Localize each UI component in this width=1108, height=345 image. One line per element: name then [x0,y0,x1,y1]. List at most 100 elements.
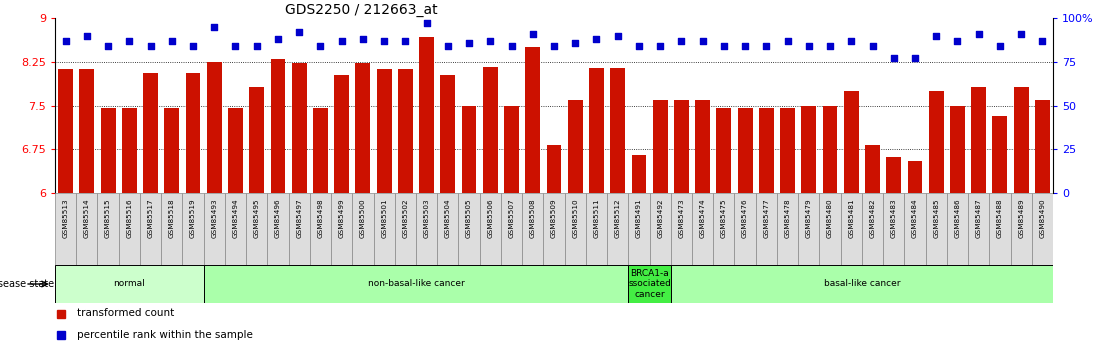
Point [758,43,776,49]
Text: GSM85476: GSM85476 [742,199,748,238]
Point [418,20,435,26]
Bar [972,87,986,193]
Bar [801,106,817,193]
Bar [968,193,989,265]
Text: GSM85488: GSM85488 [997,199,1003,238]
Bar [440,75,455,193]
Point [503,43,521,49]
Text: GSM85481: GSM85481 [849,199,854,238]
Text: BRCA1-a
ssociated
cancer: BRCA1-a ssociated cancer [628,269,671,299]
Text: GSM85506: GSM85506 [488,199,493,238]
Bar [483,67,497,193]
Bar [419,37,434,193]
Text: GSM85519: GSM85519 [189,199,196,238]
Point [991,43,1008,49]
Point [800,43,818,49]
Text: GSM85495: GSM85495 [254,199,259,238]
Bar [119,193,140,265]
Bar [459,193,480,265]
Bar [865,145,880,193]
Point [906,56,924,61]
Point [397,38,414,43]
Text: GSM85496: GSM85496 [275,199,281,238]
Text: GSM85511: GSM85511 [594,199,599,238]
Bar [756,193,777,265]
Bar [1035,100,1049,193]
Bar [628,265,670,303]
Text: transformed count: transformed count [78,308,174,318]
Bar [989,193,1010,265]
Point [885,56,903,61]
Text: GSM85480: GSM85480 [827,199,833,238]
Bar [525,47,541,193]
Text: GSM85513: GSM85513 [63,199,69,238]
Bar [291,63,307,193]
Bar [567,100,583,193]
Text: GSM85473: GSM85473 [678,199,685,238]
Text: GSM85504: GSM85504 [444,199,451,238]
Text: disease state: disease state [0,279,53,289]
Text: GSM85517: GSM85517 [147,199,154,238]
Bar [695,100,710,193]
Bar [993,116,1007,193]
Text: non-basal-like cancer: non-basal-like cancer [368,279,464,288]
Bar [288,193,310,265]
Text: GSM85498: GSM85498 [317,199,324,238]
Bar [780,108,796,193]
Point [1034,38,1051,43]
Bar [122,108,136,193]
Text: GSM85478: GSM85478 [784,199,791,238]
Point [57,38,74,43]
Bar [628,193,649,265]
Point [439,43,456,49]
Bar [522,193,543,265]
Bar [501,193,522,265]
Text: GSM85491: GSM85491 [636,199,642,238]
Bar [632,155,646,193]
Bar [735,193,756,265]
Bar [929,91,944,193]
Point [269,36,287,42]
Text: GSM85509: GSM85509 [551,199,557,238]
Bar [1014,87,1028,193]
Text: GSM85492: GSM85492 [657,199,664,238]
Bar [312,108,328,193]
Point [142,43,160,49]
Text: normal: normal [113,279,145,288]
Text: GSM85514: GSM85514 [84,199,90,238]
Bar [947,193,968,265]
Point [482,38,500,43]
Bar [161,193,183,265]
Bar [543,193,565,265]
Bar [249,87,264,193]
Bar [335,75,349,193]
Bar [907,161,923,193]
Bar [462,106,476,193]
Point [184,43,202,49]
Bar [841,193,862,265]
Text: basal-like cancer: basal-like cancer [823,279,900,288]
Bar [565,193,586,265]
Bar [883,193,904,265]
Point [673,38,690,43]
Bar [416,193,438,265]
Text: GSM85485: GSM85485 [933,199,940,238]
Bar [164,108,179,193]
Bar [1032,193,1053,265]
Bar [589,68,604,193]
Point [311,43,329,49]
Bar [862,193,883,265]
Bar [55,265,204,303]
Bar [798,193,820,265]
Text: GSM85490: GSM85490 [1039,199,1045,238]
Text: GSM85475: GSM85475 [721,199,727,238]
Point [587,36,605,42]
Bar [80,69,94,193]
Text: GSM85503: GSM85503 [423,199,430,238]
Text: GSM85508: GSM85508 [530,199,536,238]
Bar [225,193,246,265]
Point [715,43,732,49]
Bar [373,193,394,265]
Bar [611,68,625,193]
Bar [101,108,115,193]
